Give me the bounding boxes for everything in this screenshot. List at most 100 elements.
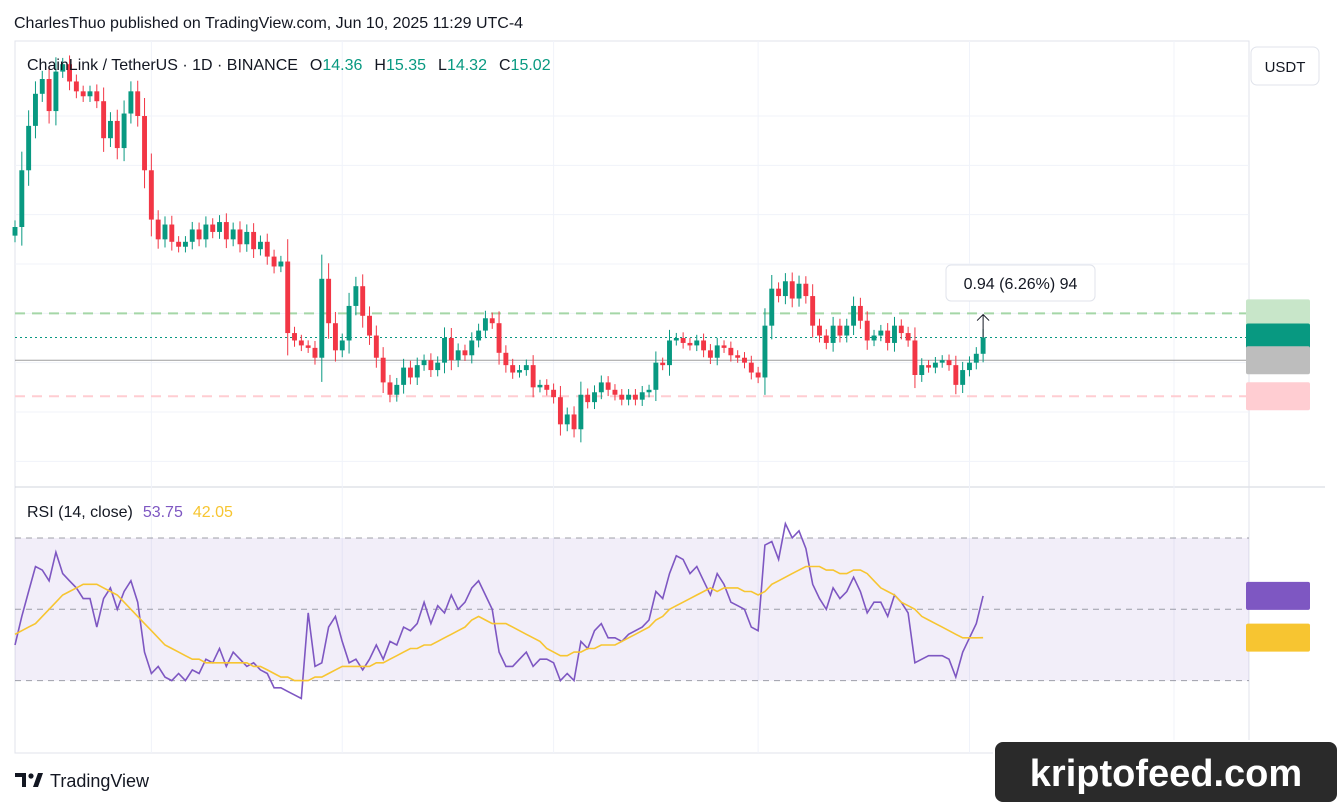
candle-body — [639, 392, 645, 400]
candle-body — [939, 360, 945, 363]
candle-body — [339, 340, 345, 351]
low-value: 14.32 — [447, 57, 487, 74]
candle-body — [217, 222, 222, 232]
candle-body — [523, 365, 529, 371]
candle-body — [830, 325, 836, 343]
rsi-band — [15, 537, 1249, 682]
candle-body — [257, 241, 263, 250]
candle-body — [530, 365, 536, 388]
symbol-title: ChainLink / TetherUS · 1D · BINANCE — [27, 57, 298, 74]
candle-body — [319, 278, 325, 358]
candle-body — [387, 382, 393, 395]
measure-arrow-head — [976, 313, 990, 321]
candle-body — [564, 414, 570, 425]
candle-body — [851, 305, 857, 326]
candle-body — [557, 397, 563, 425]
candle-body — [687, 342, 693, 346]
candle-body — [285, 261, 291, 334]
candle-body — [762, 325, 768, 378]
candle-body — [210, 224, 216, 232]
measure-label: 0.94 (6.26%) 94 — [964, 276, 1078, 293]
candle-body — [837, 325, 843, 336]
rsi-ma-value: 42.05 — [193, 504, 233, 521]
candle-body — [482, 318, 488, 331]
candle-body — [12, 227, 18, 236]
candle-body — [769, 288, 775, 326]
candle-body — [489, 318, 495, 324]
currency-button[interactable]: USDT — [1250, 46, 1320, 86]
open-value: 14.36 — [322, 57, 362, 74]
candle-body — [128, 91, 134, 114]
price-tags — [1246, 299, 1310, 652]
candle-body — [46, 79, 52, 112]
candle-body — [667, 340, 672, 366]
candle-body — [892, 325, 897, 343]
candle-body — [442, 338, 447, 363]
candle-body — [332, 323, 338, 351]
open-label: O — [310, 57, 322, 74]
candle-body — [503, 352, 509, 366]
candle-body — [326, 278, 332, 324]
rsi-lines — [14, 521, 984, 700]
candle-body — [953, 365, 959, 385]
candle-body — [26, 125, 32, 171]
candle-body — [707, 350, 713, 358]
candle-body — [155, 219, 161, 240]
candle-body — [244, 231, 250, 245]
candle-body — [626, 394, 632, 400]
candle-body — [544, 384, 550, 390]
candle-body — [742, 357, 747, 363]
candle-body — [380, 357, 386, 383]
candle-body — [714, 345, 720, 358]
rsi-series-line — [14, 565, 984, 682]
candle-body — [571, 414, 577, 430]
candle-body — [53, 71, 59, 112]
candle-body — [919, 365, 925, 375]
price-tag-bg — [1246, 346, 1310, 375]
candle-body — [448, 338, 454, 361]
candle-body — [912, 340, 918, 375]
rsi-title: RSI (14, close) — [27, 504, 133, 521]
publisher-line: CharlesThuo published on TradingView.com… — [14, 15, 523, 32]
candle-body — [878, 330, 884, 336]
candle-body — [196, 229, 202, 240]
candle-body — [673, 338, 679, 341]
candle-body — [598, 382, 604, 393]
candle-body — [926, 365, 932, 368]
high-value: 15.35 — [386, 57, 426, 74]
kriptofeed-watermark: kriptofeed.com — [993, 740, 1339, 804]
measure-tool: 0.94 (6.26%) 94 — [945, 264, 1096, 338]
candle-body — [292, 333, 297, 341]
tv-logo-icon — [15, 773, 26, 787]
candle-body — [19, 170, 25, 227]
candle-body — [537, 384, 543, 388]
candle-body — [551, 389, 557, 398]
tradingview-logo[interactable]: TradingView — [15, 771, 150, 791]
candle-body — [905, 333, 911, 341]
candle-body — [162, 224, 168, 240]
candle-body — [264, 241, 270, 257]
measure-box — [945, 264, 1096, 302]
candle-body — [298, 340, 304, 346]
candle-body — [578, 394, 584, 430]
candle-body — [435, 362, 441, 371]
candle-body — [312, 347, 318, 358]
candle-body — [946, 360, 952, 366]
candle-body — [182, 241, 188, 247]
candle-body — [605, 382, 611, 390]
rsi-legend: RSI (14, close) 53.75 42.05 — [27, 504, 233, 521]
candle-body — [585, 394, 591, 403]
candle-body — [646, 389, 652, 393]
low-label: L — [438, 57, 447, 74]
candle-body — [421, 360, 427, 366]
candle-body — [94, 91, 100, 102]
candle-body — [67, 64, 72, 82]
candle-body — [73, 81, 79, 92]
candle-body — [101, 101, 107, 139]
candle-body — [871, 335, 877, 341]
candle-body — [462, 350, 468, 356]
candle-body — [237, 229, 243, 245]
candle-body — [748, 362, 754, 373]
